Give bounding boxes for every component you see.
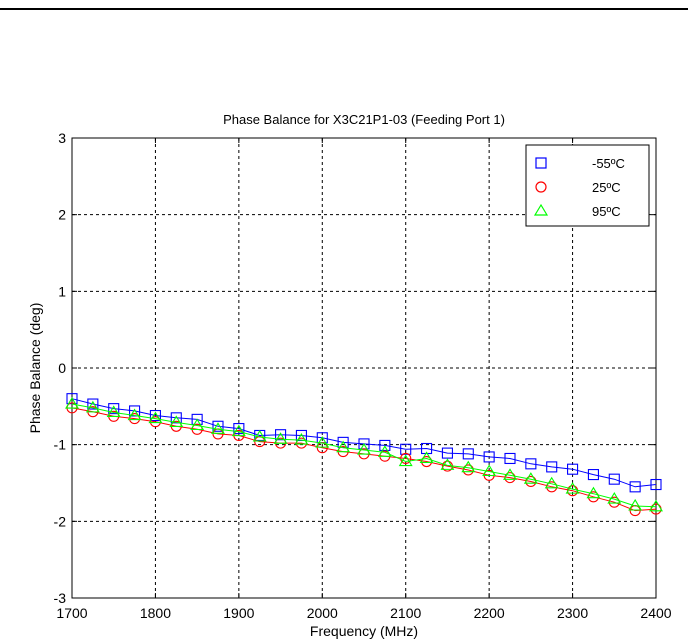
legend-square-marker-icon — [535, 157, 547, 169]
data-point-triangle — [544, 476, 559, 489]
data-point-triangle — [336, 440, 351, 453]
data-point-square — [379, 439, 391, 451]
data-point-square — [441, 447, 453, 459]
data-point-square — [212, 420, 224, 432]
data-point-triangle — [461, 460, 476, 473]
legend: -55ºC 25ºC 95ºC — [525, 144, 650, 227]
data-point-triangle — [523, 472, 538, 484]
data-point-square — [650, 478, 662, 491]
y-tick-label: -2 — [54, 513, 67, 529]
data-point-triangle — [482, 464, 497, 477]
data-point-triangle — [377, 445, 392, 457]
x-tick-label: 1700 — [56, 605, 87, 621]
data-point-triangle — [106, 405, 121, 418]
legend-circle-marker-icon — [535, 181, 547, 193]
data-point-square — [87, 398, 99, 410]
top-divider-line — [0, 8, 688, 10]
data-point-triangle — [315, 436, 330, 448]
legend-label-minus55: -55ºC — [592, 156, 625, 171]
data-point-triangle — [294, 432, 309, 445]
data-point-triangle — [127, 408, 142, 421]
data-point-circle — [400, 452, 412, 465]
data-point-triangle — [148, 411, 163, 424]
data-point-triangle — [190, 418, 205, 431]
x-axis-label: Frequency (MHz) — [310, 623, 418, 639]
data-point-square — [504, 452, 516, 465]
x-tick-label: 2200 — [474, 605, 505, 621]
x-tick-label: 2000 — [307, 605, 338, 621]
data-point-triangle — [586, 486, 601, 499]
legend-label-95: 95ºC — [592, 204, 621, 219]
x-tick-label: 2300 — [557, 605, 588, 621]
legend-triangle-marker-icon — [533, 203, 549, 216]
data-point-triangle — [503, 468, 517, 480]
data-point-square — [567, 463, 579, 475]
series-layer — [65, 393, 663, 517]
chart-title: Phase Balance for X3C21P1-03 (Feeding Po… — [223, 112, 505, 127]
x-tick-label: 1800 — [140, 605, 171, 621]
data-point-square — [546, 461, 558, 473]
legend-box — [525, 144, 650, 227]
x-tick-label: 1900 — [223, 605, 254, 621]
data-point-square — [400, 443, 412, 455]
series-line — [71, 403, 657, 508]
legend-label-25: 25ºC — [592, 180, 621, 195]
data-point-triangle — [565, 482, 580, 494]
data-point-square — [525, 458, 537, 470]
y-axis-label: Phase Balance (deg) — [27, 303, 43, 434]
data-point-triangle — [231, 424, 246, 437]
data-point-square — [608, 473, 620, 485]
x-tick-label: 2400 — [640, 605, 671, 621]
data-point-square — [233, 423, 245, 435]
y-tick-label: 1 — [58, 283, 66, 299]
data-point-triangle — [440, 458, 455, 470]
data-point-triangle — [85, 400, 100, 413]
data-point-triangle — [419, 451, 434, 464]
data-point-square — [629, 481, 641, 493]
data-point-square — [587, 469, 599, 481]
data-point-square — [66, 393, 78, 405]
axis-ticks: 1700 1800 1900 2000 2100 2200 2300 2400 -3 -2 -1 0 1… — [54, 130, 672, 621]
x-tick-label: 2100 — [390, 605, 421, 621]
series-2 — [65, 396, 663, 512]
data-point-triangle — [607, 492, 622, 504]
data-point-square — [149, 409, 161, 422]
data-point-triangle — [649, 499, 663, 512]
data-point-triangle — [65, 396, 79, 409]
data-point-triangle — [628, 498, 643, 511]
data-point-square — [483, 451, 495, 463]
y-tick-label: -1 — [54, 437, 67, 453]
data-point-triangle — [357, 442, 371, 455]
data-point-triangle — [211, 422, 225, 434]
data-point-triangle — [169, 415, 184, 427]
y-tick-label: 0 — [58, 360, 66, 376]
data-point-square — [108, 403, 120, 415]
y-tick-label: -3 — [54, 590, 67, 606]
y-tick-label: 2 — [58, 207, 66, 223]
data-point-square — [462, 448, 474, 460]
data-point-triangle — [273, 432, 288, 444]
y-tick-label: 3 — [58, 130, 66, 146]
data-point-triangle — [398, 454, 413, 467]
data-point-triangle — [252, 429, 267, 442]
